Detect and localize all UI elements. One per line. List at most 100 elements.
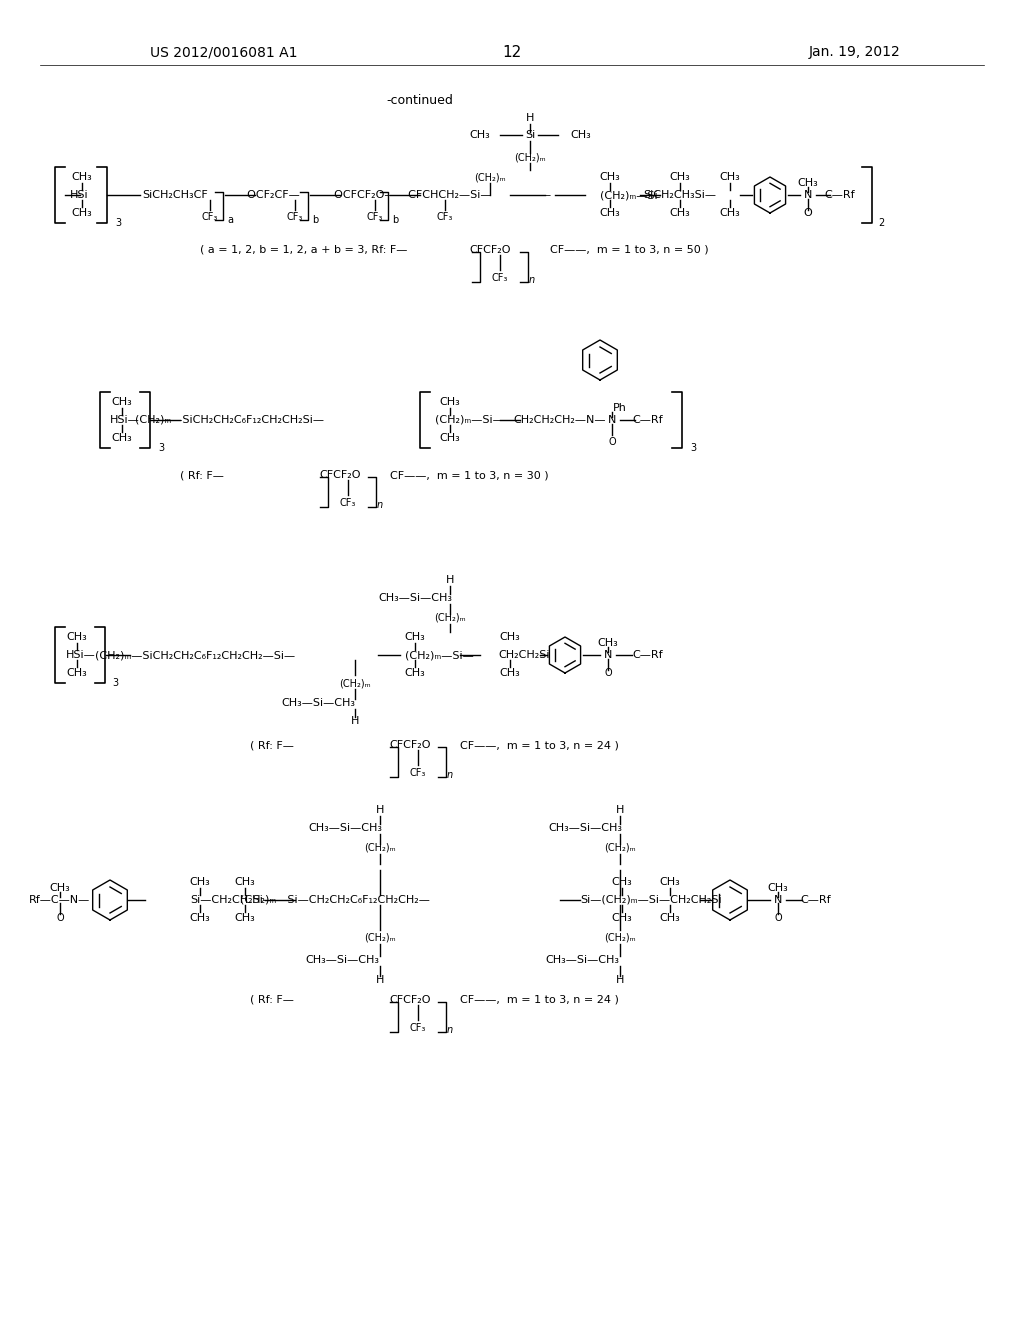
Text: CFCF₂O: CFCF₂O (469, 246, 511, 255)
Text: b: b (392, 215, 398, 224)
Text: CF₃: CF₃ (492, 273, 508, 282)
Text: ( Rf: F—: ( Rf: F— (180, 470, 224, 480)
Text: CH₂CH₂CH₂—N—: CH₂CH₂CH₂—N— (514, 414, 606, 425)
Text: CF₃: CF₃ (287, 213, 303, 222)
Text: —OCFCF₂O—: —OCFCF₂O— (324, 190, 396, 201)
Text: CH₃—Si—CH₃: CH₃—Si—CH₃ (281, 698, 355, 708)
Text: Jan. 19, 2012: Jan. 19, 2012 (808, 45, 900, 59)
Text: HSi—: HSi— (66, 649, 96, 660)
Text: CH₃: CH₃ (670, 209, 690, 218)
Text: CH₃: CH₃ (72, 209, 92, 218)
Text: N: N (604, 649, 612, 660)
Text: 3: 3 (115, 218, 121, 228)
Text: CF₃: CF₃ (410, 768, 426, 777)
Text: CF₃: CF₃ (410, 1023, 426, 1034)
Text: HSi: HSi (70, 190, 89, 201)
Text: -continued: -continued (387, 94, 454, 107)
Text: (CH₂)ₘ: (CH₂)ₘ (434, 612, 466, 623)
Text: CH₃: CH₃ (112, 397, 132, 407)
Text: CH₃: CH₃ (234, 876, 255, 887)
Text: CH₃—Si—CH₃: CH₃—Si—CH₃ (545, 954, 618, 965)
Text: CH₃: CH₃ (659, 913, 680, 923)
Text: O: O (56, 913, 63, 923)
Text: (CH₂)ₘ: (CH₂)ₘ (339, 678, 371, 688)
Text: 2: 2 (878, 218, 885, 228)
Text: CH₃: CH₃ (67, 632, 87, 642)
Text: CH₃: CH₃ (404, 668, 425, 678)
Text: CH₃: CH₃ (500, 632, 520, 642)
Text: CH₃: CH₃ (112, 433, 132, 444)
Text: CH₃: CH₃ (469, 129, 490, 140)
Text: (CH₂)ₘ: (CH₂)ₘ (514, 153, 546, 162)
Text: Si: Si (525, 129, 536, 140)
Text: H: H (525, 114, 535, 123)
Text: (CH₂)ₘ: (CH₂)ₘ (604, 843, 636, 853)
Text: CH₃: CH₃ (439, 397, 461, 407)
Text: CH₃: CH₃ (611, 876, 633, 887)
Text: (CH₂)ₘ—Si—: (CH₂)ₘ—Si— (406, 649, 474, 660)
Text: CH₃: CH₃ (798, 178, 818, 187)
Text: CH₃: CH₃ (439, 433, 461, 444)
Text: O: O (604, 668, 611, 678)
Text: ( a = 1, 2, b = 1, 2, a + b = 3, Rf: F—: ( a = 1, 2, b = 1, 2, a + b = 3, Rf: F— (200, 246, 408, 255)
Text: n: n (446, 1026, 453, 1035)
Text: CFCF₂O: CFCF₂O (389, 741, 431, 750)
Text: CH₃: CH₃ (768, 883, 788, 894)
Text: SiCH₂CH₃Si—: SiCH₂CH₃Si— (643, 190, 717, 201)
Text: n: n (377, 500, 383, 510)
Text: CH₃: CH₃ (720, 172, 740, 182)
Text: CH₃: CH₃ (189, 913, 210, 923)
Text: 12: 12 (503, 45, 521, 59)
Text: CH₃: CH₃ (600, 209, 621, 218)
Text: CH₃: CH₃ (570, 129, 591, 140)
Text: CH₃: CH₃ (67, 668, 87, 678)
Text: ( Rf: F—: ( Rf: F— (250, 995, 294, 1005)
Text: 3: 3 (158, 444, 164, 453)
Text: H: H (445, 576, 455, 585)
Text: CH₃: CH₃ (659, 876, 680, 887)
Text: C—Rf: C—Rf (633, 649, 664, 660)
Text: (CH₂)ₘ: (CH₂)ₘ (365, 843, 396, 853)
Text: HSi—: HSi— (110, 414, 139, 425)
Text: —: — (540, 190, 551, 201)
Text: CH₃: CH₃ (598, 638, 618, 648)
Text: (CH₂)ₘ—Si—: (CH₂)ₘ—Si— (435, 414, 504, 425)
Text: C—Rf: C—Rf (801, 895, 831, 906)
Text: —OCF₂CF—: —OCF₂CF— (237, 190, 300, 201)
Text: CF₃: CF₃ (340, 498, 356, 508)
Text: O: O (608, 437, 615, 447)
Text: CH₃: CH₃ (234, 913, 255, 923)
Text: Ph: Ph (613, 403, 627, 413)
Text: (CH₂)ₘ: (CH₂)ₘ (365, 933, 396, 942)
Text: n: n (446, 770, 453, 780)
Text: CF₃: CF₃ (367, 213, 383, 222)
Text: a: a (227, 215, 233, 224)
Text: C—Rf: C—Rf (824, 190, 855, 201)
Text: (CH₂)ₘ—Si: (CH₂)ₘ—Si (600, 190, 657, 201)
Text: b: b (312, 215, 318, 224)
Text: N: N (608, 414, 616, 425)
Text: N: N (774, 895, 782, 906)
Text: CF₃: CF₃ (437, 213, 454, 222)
Text: CH₃: CH₃ (49, 883, 71, 894)
Text: 3: 3 (690, 444, 696, 453)
Text: CH₃: CH₃ (720, 209, 740, 218)
Text: SiCH₂CH₃CF: SiCH₂CH₃CF (142, 190, 208, 201)
Text: CH₃—Si—CH₃: CH₃—Si—CH₃ (548, 822, 622, 833)
Text: CH₃: CH₃ (600, 172, 621, 182)
Text: N: N (804, 190, 812, 201)
Text: (CH₂)ₘ: (CH₂)ₘ (604, 933, 636, 942)
Text: CF——,  m = 1 to 3, n = 24 ): CF——, m = 1 to 3, n = 24 ) (460, 995, 618, 1005)
Text: O: O (774, 913, 781, 923)
Text: CF——,  m = 1 to 3, n = 24 ): CF——, m = 1 to 3, n = 24 ) (460, 741, 618, 750)
Text: (CH₂)ₘ: (CH₂)ₘ (474, 172, 506, 182)
Text: CH₃—Si—CH₃: CH₃—Si—CH₃ (308, 822, 382, 833)
Text: H: H (615, 805, 625, 814)
Text: CFCF₂O: CFCF₂O (319, 470, 360, 480)
Text: CF₃: CF₃ (202, 213, 218, 222)
Text: CH₃: CH₃ (670, 172, 690, 182)
Text: —CFCHCH₂—Si—: —CFCHCH₂—Si— (397, 190, 493, 201)
Text: CH₂CH₂Si: CH₂CH₂Si (498, 649, 550, 660)
Text: 3: 3 (112, 678, 118, 688)
Text: (CH₂)ₘ—SiCH₂CH₂C₆F₁₂CH₂CH₂Si—: (CH₂)ₘ—SiCH₂CH₂C₆F₁₂CH₂CH₂Si— (135, 414, 325, 425)
